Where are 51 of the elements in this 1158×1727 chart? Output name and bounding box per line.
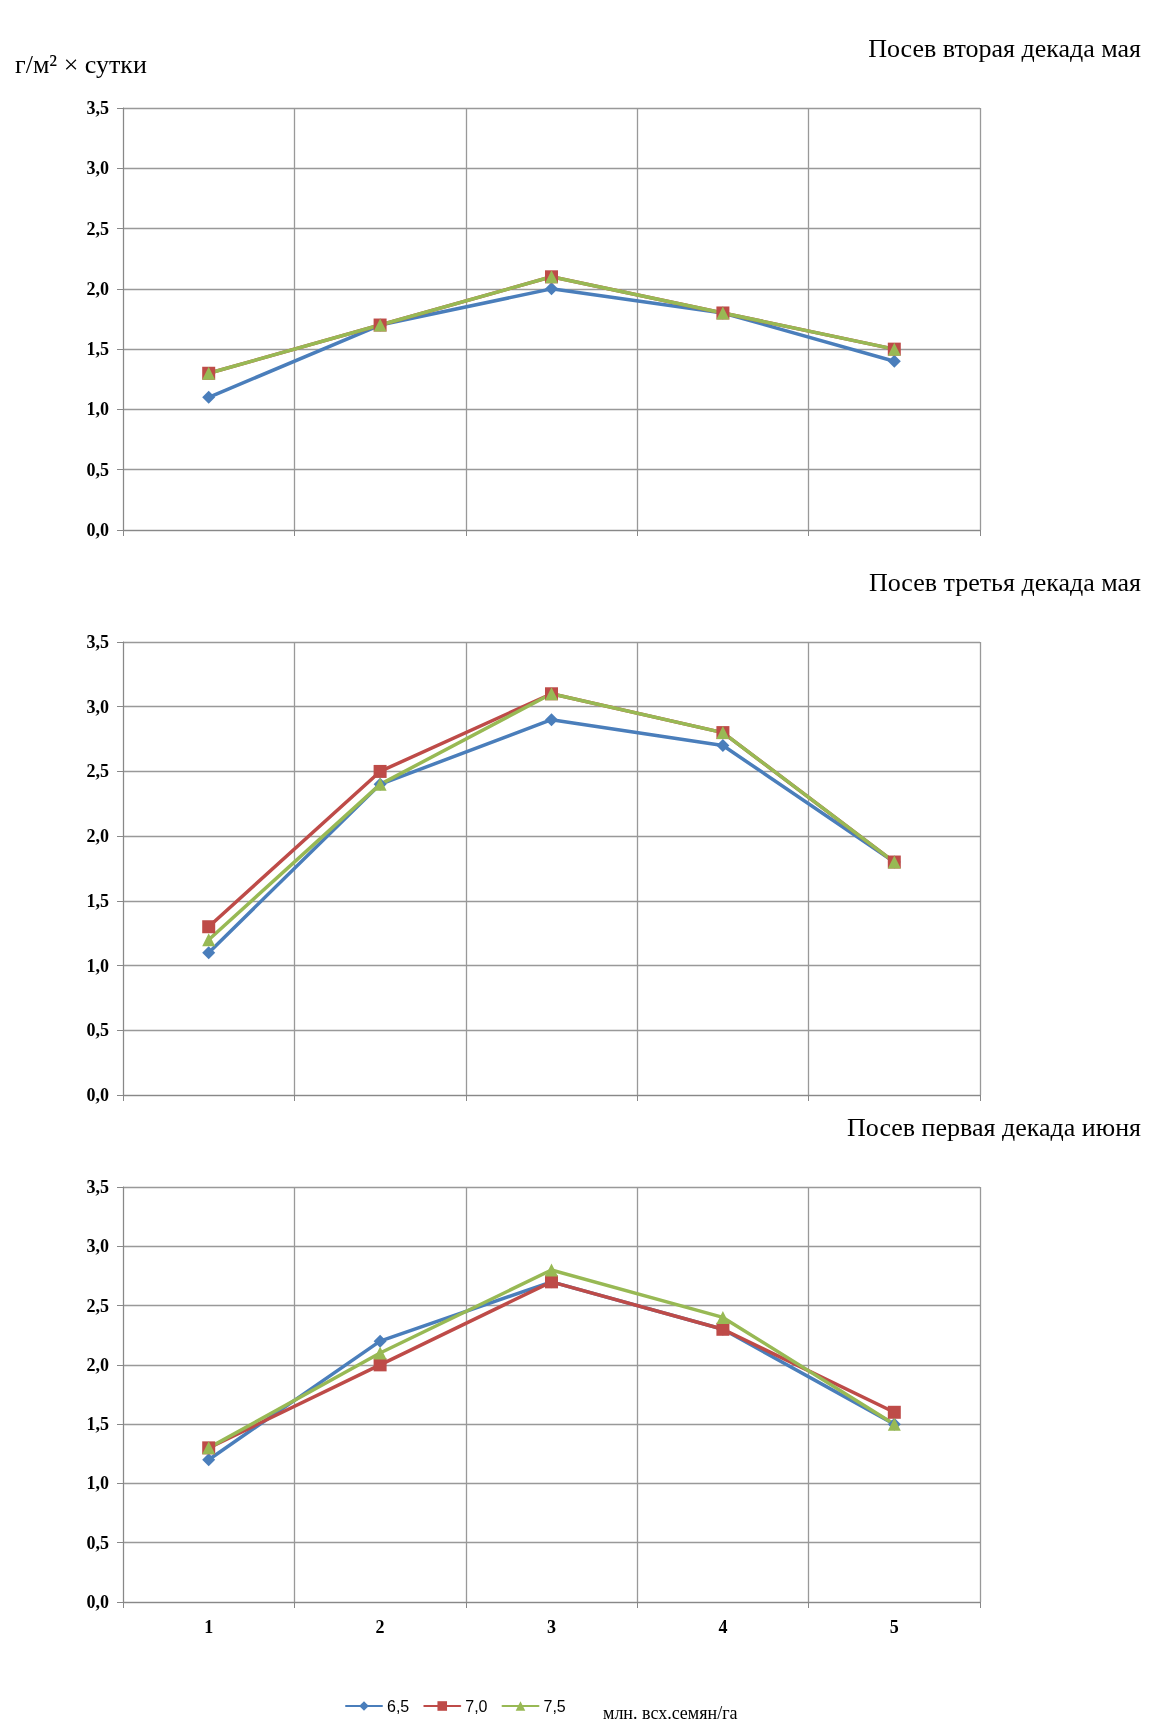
y-tick-label: 1,5 [86,339,109,360]
y-tick-label: 2,5 [86,761,109,782]
legend-label: 7,0 [465,1697,488,1715]
y-tick-label: 2,5 [86,218,109,239]
point [202,390,216,404]
legend-title: млн. всх.семян/га [603,1703,738,1723]
y-tick-label: 3,5 [86,632,109,652]
point [373,1334,387,1348]
y-tick-label: 0,0 [86,1592,109,1612]
chart-title: Посев первая декада июня [846,1112,1142,1142]
y-tick-label: 2,0 [86,1354,109,1375]
y-tick-label: 0,5 [86,1532,109,1553]
y-tick-label: 1,5 [86,890,109,911]
point [545,1263,558,1277]
y-tick-label: 2,5 [86,1295,109,1316]
legend-label: 6,5 [387,1697,410,1715]
point [373,1346,387,1360]
y-tick-label: 1,5 [86,1414,109,1435]
x-tick-label: 1 [204,1617,214,1637]
y-tick-label: 1,0 [86,1473,109,1494]
x-tick-label: 4 [718,1617,728,1637]
y-tick-label: 3,5 [86,98,109,118]
x-tick-label: 5 [889,1617,899,1637]
chart-title: Посев вторая декада мая [868,33,1142,63]
point [887,1405,901,1419]
y-tick-label: 3,0 [86,1236,109,1257]
y-tick-label: 0,0 [86,1085,109,1105]
y-tick-label: 3,0 [86,158,109,179]
x-tick-label: 2 [375,1617,385,1637]
point [716,1310,730,1324]
y-tick-label: 0,5 [86,459,109,480]
y-tick-label: 3,5 [86,1177,109,1197]
y-tick-label: 0,5 [86,1020,109,1041]
point [202,946,216,960]
y-tick-label: 3,0 [86,696,109,717]
point [887,354,901,368]
point [545,282,558,296]
point [373,764,387,778]
y-axis-title: г/м² × сутки [15,49,147,79]
chart-title: Посев третья декада мая [868,567,1142,597]
point [202,1453,216,1467]
point [545,713,558,727]
x-tick-label: 3 [547,1617,556,1637]
point [716,739,730,753]
y-tick-label: 2,0 [86,278,109,299]
legend-label: 7,5 [543,1697,566,1715]
y-tick-label: 1,0 [86,955,109,976]
y-tick-label: 0,0 [86,520,109,540]
y-tick-label: 2,0 [86,826,109,847]
y-tick-label: 1,0 [86,399,109,420]
point [202,920,216,934]
